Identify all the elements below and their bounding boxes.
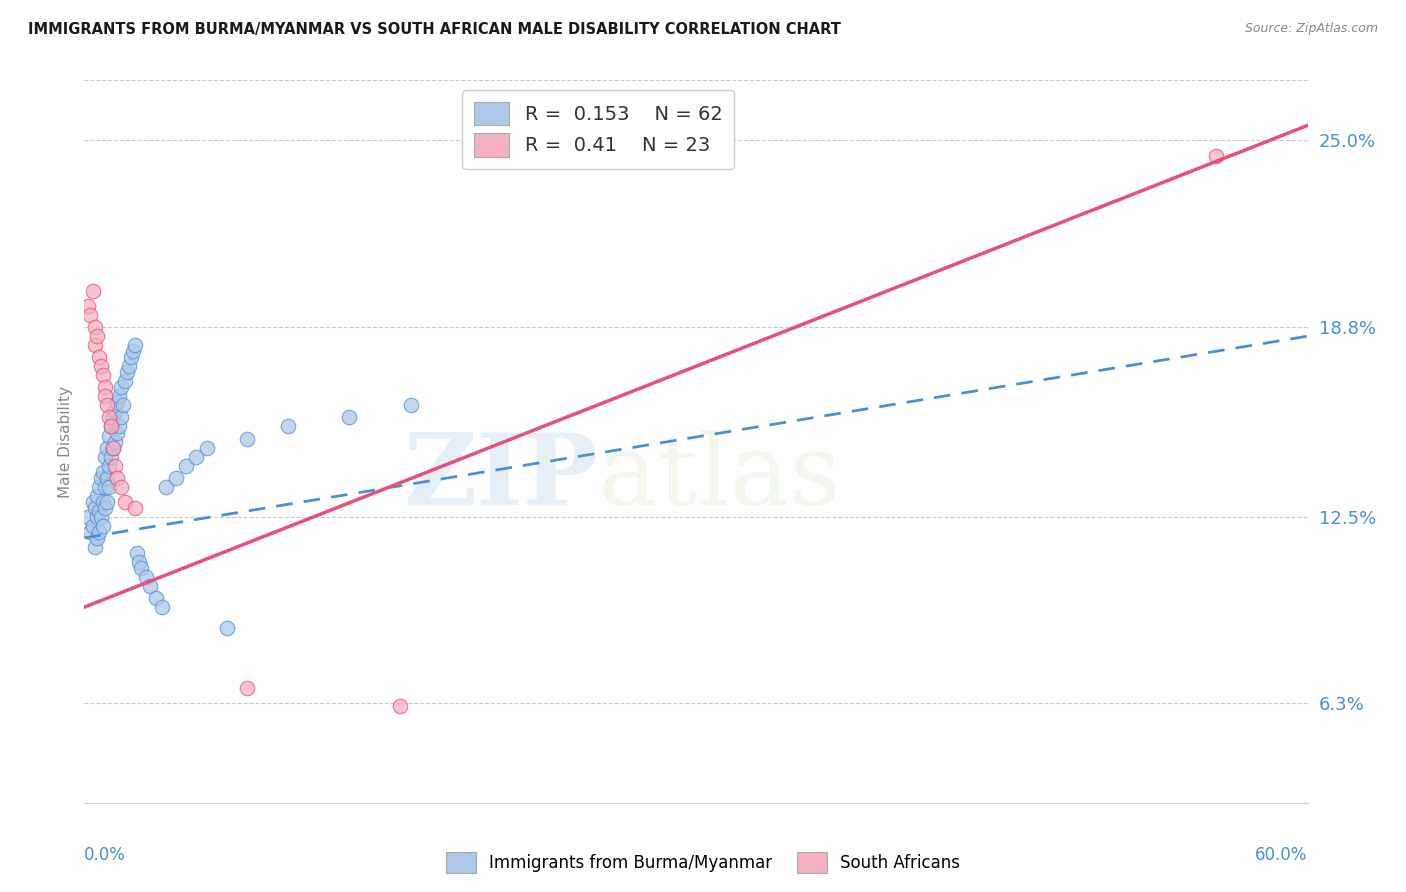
Point bbox=[100, 450, 122, 464]
Point bbox=[120, 350, 142, 364]
Point bbox=[236, 681, 259, 696]
Point bbox=[104, 458, 127, 473]
Point bbox=[165, 471, 187, 485]
Point bbox=[115, 365, 138, 379]
Point bbox=[104, 434, 127, 449]
Text: atlas: atlas bbox=[598, 430, 841, 525]
Point bbox=[131, 561, 153, 575]
Text: IMMIGRANTS FROM BURMA/MYANMAR VS SOUTH AFRICAN MALE DISABILITY CORRELATION CHART: IMMIGRANTS FROM BURMA/MYANMAR VS SOUTH A… bbox=[28, 22, 841, 37]
Point bbox=[82, 494, 104, 508]
Point bbox=[112, 398, 135, 412]
Point bbox=[77, 299, 100, 313]
Point bbox=[114, 375, 136, 389]
Point bbox=[110, 410, 132, 425]
Point bbox=[110, 480, 132, 494]
Point bbox=[79, 308, 101, 322]
Point bbox=[91, 519, 114, 533]
Y-axis label: Male Disability: Male Disability bbox=[58, 385, 73, 498]
Point bbox=[87, 480, 110, 494]
Point bbox=[97, 428, 120, 442]
Point bbox=[128, 555, 150, 569]
Point bbox=[93, 500, 115, 515]
Point bbox=[79, 524, 101, 539]
Point bbox=[83, 320, 105, 334]
Point bbox=[105, 395, 128, 409]
Text: 0.0%: 0.0% bbox=[84, 847, 127, 864]
Point bbox=[399, 398, 422, 412]
Point bbox=[91, 368, 114, 383]
Point bbox=[108, 389, 131, 403]
Point bbox=[90, 509, 112, 524]
Point bbox=[110, 380, 132, 394]
Legend: R =  0.153    N = 62, R =  0.41    N = 23: R = 0.153 N = 62, R = 0.41 N = 23 bbox=[463, 90, 734, 169]
Text: Source: ZipAtlas.com: Source: ZipAtlas.com bbox=[1244, 22, 1378, 36]
Point bbox=[90, 471, 112, 485]
Point bbox=[93, 480, 115, 494]
Point bbox=[82, 284, 104, 298]
Point bbox=[122, 344, 145, 359]
Point bbox=[174, 458, 197, 473]
Point bbox=[96, 494, 118, 508]
Point bbox=[217, 621, 239, 635]
Point bbox=[135, 570, 157, 584]
Point bbox=[93, 450, 115, 464]
Point bbox=[82, 519, 104, 533]
Point bbox=[127, 546, 149, 560]
Point bbox=[86, 531, 108, 545]
Point bbox=[277, 419, 299, 434]
Point bbox=[124, 338, 146, 352]
Text: ZIP: ZIP bbox=[404, 429, 598, 526]
Point bbox=[96, 471, 118, 485]
Point bbox=[93, 389, 115, 403]
Point bbox=[138, 579, 160, 593]
Point bbox=[100, 419, 122, 434]
Point bbox=[97, 458, 120, 473]
Point bbox=[91, 494, 114, 508]
Point bbox=[77, 509, 100, 524]
Point bbox=[236, 432, 259, 446]
Point bbox=[86, 329, 108, 343]
Point bbox=[101, 441, 124, 455]
Point bbox=[108, 419, 131, 434]
Point bbox=[86, 509, 108, 524]
Point bbox=[87, 350, 110, 364]
Point bbox=[155, 480, 177, 494]
Point bbox=[104, 404, 127, 418]
Point bbox=[105, 471, 128, 485]
Point bbox=[87, 504, 110, 518]
Point bbox=[96, 398, 118, 412]
Point bbox=[100, 419, 122, 434]
Point bbox=[145, 591, 167, 606]
Text: 60.0%: 60.0% bbox=[1256, 847, 1308, 864]
Point bbox=[83, 540, 105, 554]
Point bbox=[150, 600, 173, 615]
Point bbox=[86, 489, 108, 503]
Point bbox=[105, 425, 128, 440]
Point bbox=[97, 480, 120, 494]
Point bbox=[91, 465, 114, 479]
Point bbox=[339, 410, 361, 425]
Point bbox=[93, 380, 115, 394]
Point bbox=[101, 410, 124, 425]
Point bbox=[96, 441, 118, 455]
Point bbox=[389, 699, 412, 714]
Point bbox=[186, 450, 208, 464]
Point bbox=[118, 359, 141, 374]
Legend: Immigrants from Burma/Myanmar, South Africans: Immigrants from Burma/Myanmar, South Afr… bbox=[439, 846, 967, 880]
Point bbox=[101, 441, 124, 455]
Point bbox=[124, 500, 146, 515]
Point bbox=[97, 410, 120, 425]
Point bbox=[83, 500, 105, 515]
Point bbox=[90, 359, 112, 374]
Point bbox=[83, 338, 105, 352]
Point bbox=[1205, 148, 1227, 162]
Point bbox=[114, 494, 136, 508]
Point bbox=[195, 441, 218, 455]
Point bbox=[87, 524, 110, 539]
